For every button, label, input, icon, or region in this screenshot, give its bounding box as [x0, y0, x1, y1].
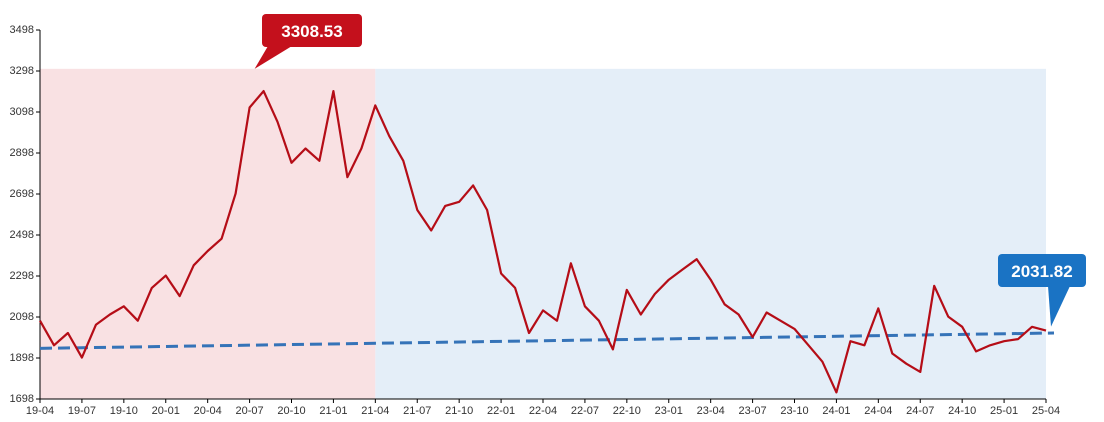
y-tick-label: 2698 — [10, 188, 34, 200]
max-callout-label: 3308.53 — [281, 22, 342, 41]
x-tick-label: 20-04 — [194, 405, 222, 417]
region-2 — [375, 68, 1046, 400]
x-tick-label: 25-04 — [1032, 405, 1060, 417]
x-tick-label: 20-07 — [236, 405, 264, 417]
x-tick-label: 22-04 — [529, 405, 557, 417]
y-tick-label: 3498 — [10, 24, 34, 36]
x-tick-label: 24-10 — [948, 405, 976, 417]
x-tick-label: 20-10 — [277, 405, 305, 417]
last-callout-label: 2031.82 — [1011, 262, 1072, 281]
x-tick-label: 23-01 — [655, 405, 683, 417]
region-1 — [40, 68, 376, 400]
y-tick-label: 3098 — [10, 106, 34, 118]
last-callout: 2031.82 — [998, 254, 1086, 327]
y-tick-label: 2498 — [10, 229, 34, 241]
x-tick-label: 24-07 — [906, 405, 934, 417]
x-tick-label: 23-07 — [739, 405, 767, 417]
y-axis-ticks: 1698 1898 2098 2298 2498 2698 2898 3098 3298 3498 — [10, 24, 40, 405]
x-axis-ticks: 19-04 19-07 19-10 20-01 20-04 20-07 20-10 21-01… — [26, 399, 1060, 417]
callouts: 3308.53 2031.82 — [254, 14, 1086, 327]
x-tick-label: 22-10 — [613, 405, 641, 417]
max-callout: 3308.53 — [254, 14, 362, 69]
x-tick-label: 24-04 — [864, 405, 892, 417]
x-tick-label: 19-04 — [26, 405, 54, 417]
x-tick-label: 22-01 — [487, 405, 515, 417]
x-tick-label: 21-10 — [445, 405, 473, 417]
y-tick-label: 2298 — [10, 270, 34, 282]
x-tick-label: 21-07 — [403, 405, 431, 417]
y-tick-label: 2098 — [10, 311, 34, 323]
y-tick-label: 1698 — [10, 393, 34, 405]
x-tick-label: 22-07 — [571, 405, 599, 417]
x-tick-label: 23-04 — [697, 405, 725, 417]
x-tick-label: 25-01 — [990, 405, 1018, 417]
trend-line — [39, 331, 1055, 350]
x-tick-label: 21-04 — [361, 405, 389, 417]
x-tick-label: 23-10 — [780, 405, 808, 417]
x-tick-label: 24-01 — [822, 405, 850, 417]
x-tick-label: 21-01 — [319, 405, 347, 417]
x-tick-label: 19-10 — [110, 405, 138, 417]
background-regions — [40, 68, 1046, 400]
x-tick-label: 20-01 — [152, 405, 180, 417]
x-tick-label: 19-07 — [68, 405, 96, 417]
y-tick-label: 3298 — [10, 65, 34, 77]
series-line — [39, 90, 1047, 394]
y-tick-label: 2898 — [10, 147, 34, 159]
y-tick-label: 1898 — [10, 352, 34, 364]
